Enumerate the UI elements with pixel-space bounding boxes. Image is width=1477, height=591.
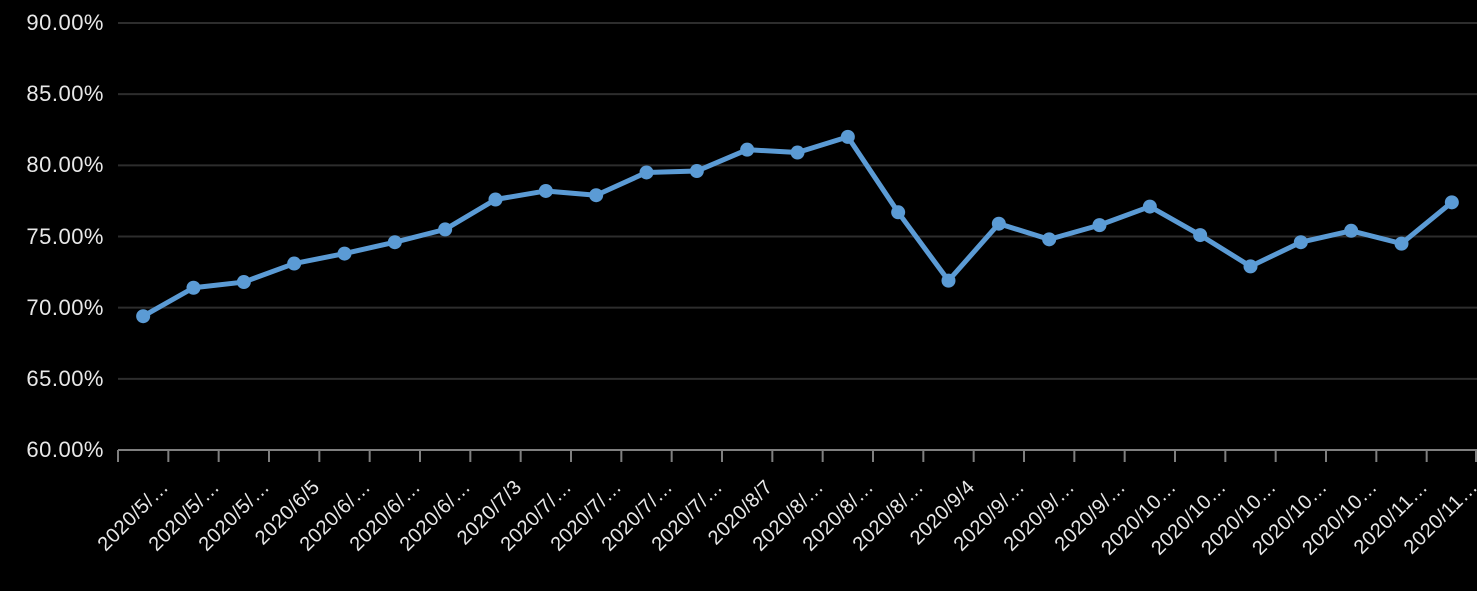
y-axis-tick-label: 60.00% [26,437,104,462]
data-point-marker[interactable] [1444,195,1459,210]
y-axis-tick-label: 70.00% [26,294,104,320]
data-point-marker[interactable] [991,216,1006,231]
data-point-marker[interactable] [891,205,906,220]
data-point-marker[interactable] [1293,235,1308,250]
y-axis-tick-label: 80.00% [26,152,104,178]
data-point-marker[interactable] [1092,218,1107,233]
data-point-marker[interactable] [488,192,503,207]
data-point-marker[interactable] [538,183,553,198]
y-axis-tick-label: 85.00% [26,81,104,107]
y-axis-tick-label: 65.00% [26,365,104,391]
data-point-marker[interactable] [589,188,604,203]
data-point-marker[interactable] [1344,223,1359,238]
data-point-marker[interactable] [186,280,201,295]
data-point-marker[interactable] [1193,228,1208,243]
y-axis-tick-label: 75.00% [26,223,104,249]
data-point-marker[interactable] [1394,236,1409,251]
data-point-marker[interactable] [438,222,453,237]
data-point-marker[interactable] [639,165,654,180]
data-point-marker[interactable] [387,235,402,250]
data-point-marker[interactable] [689,164,704,179]
y-axis-tick-label: 90.00% [26,10,104,35]
data-point-marker[interactable] [1243,259,1258,274]
data-point-marker[interactable] [1042,232,1057,247]
data-point-marker[interactable] [287,256,302,271]
data-point-marker[interactable] [790,145,805,160]
data-point-marker[interactable] [236,275,251,290]
data-point-marker[interactable] [337,246,352,261]
data-point-marker[interactable] [941,273,956,288]
data-point-marker[interactable] [136,309,151,324]
data-point-marker[interactable] [1142,199,1157,214]
data-point-marker[interactable] [840,129,855,144]
data-point-marker[interactable] [740,142,755,157]
series-line[interactable] [140,134,1455,319]
